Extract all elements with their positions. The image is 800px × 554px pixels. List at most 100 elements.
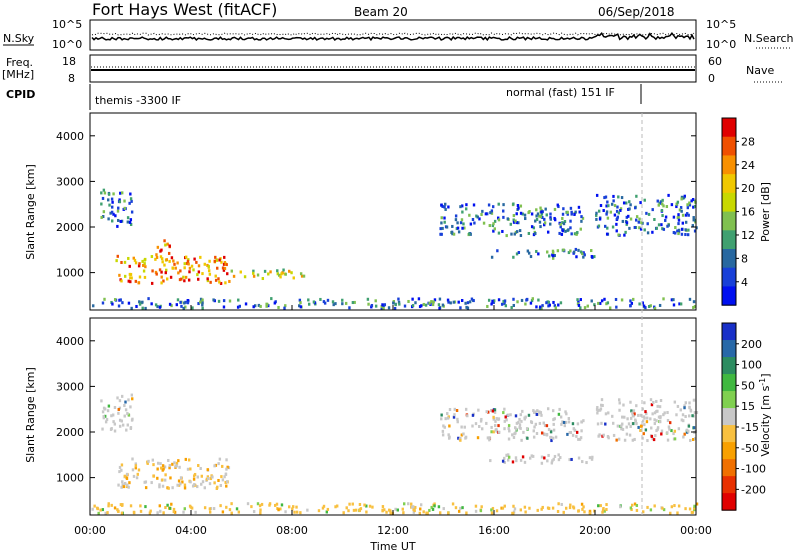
data-cell bbox=[261, 277, 265, 281]
data-cell bbox=[180, 304, 183, 308]
data-cell bbox=[199, 297, 203, 301]
data-cell bbox=[577, 248, 580, 252]
data-cell bbox=[437, 505, 441, 509]
data-cell bbox=[169, 476, 172, 480]
data-cell bbox=[515, 221, 519, 225]
data-cell bbox=[693, 506, 696, 510]
colorbar-swatch bbox=[722, 323, 736, 341]
data-cell bbox=[487, 203, 491, 207]
data-cell bbox=[414, 505, 417, 509]
data-cell bbox=[201, 272, 204, 276]
data-cell bbox=[441, 303, 445, 307]
data-cell bbox=[344, 301, 348, 305]
data-cell bbox=[512, 303, 515, 307]
data-cell bbox=[607, 436, 610, 440]
data-cell bbox=[197, 277, 200, 281]
data-cell bbox=[282, 268, 285, 272]
data-cell bbox=[144, 257, 147, 261]
data-cell bbox=[236, 305, 240, 309]
data-cell bbox=[273, 301, 277, 305]
data-cell bbox=[651, 230, 654, 234]
data-cell bbox=[622, 403, 625, 407]
data-cell bbox=[256, 273, 260, 277]
data-cell bbox=[570, 210, 573, 214]
data-cell bbox=[672, 231, 676, 235]
data-cell bbox=[629, 304, 632, 308]
data-cell bbox=[277, 508, 280, 512]
data-cell bbox=[490, 425, 493, 429]
data-cell bbox=[639, 413, 643, 417]
data-cell bbox=[523, 417, 527, 421]
data-cell bbox=[688, 401, 691, 405]
data-cell bbox=[655, 419, 658, 423]
data-cell bbox=[678, 208, 682, 212]
data-cell bbox=[252, 510, 256, 514]
data-cell bbox=[647, 304, 651, 308]
data-cell bbox=[159, 255, 163, 259]
data-cell bbox=[440, 417, 443, 421]
data-cell bbox=[590, 255, 594, 259]
data-cell bbox=[478, 217, 481, 221]
data-cell bbox=[419, 507, 422, 511]
colorbar-swatch bbox=[722, 459, 736, 477]
data-cell bbox=[621, 427, 625, 431]
data-cell bbox=[368, 504, 372, 508]
data-cell bbox=[180, 277, 183, 281]
data-cell bbox=[424, 303, 428, 307]
data-cell bbox=[144, 480, 148, 484]
data-cell bbox=[457, 436, 460, 440]
data-cell bbox=[224, 472, 228, 476]
data-cell bbox=[619, 505, 622, 509]
data-cell bbox=[422, 510, 425, 514]
data-cell bbox=[561, 221, 564, 225]
data-cell bbox=[502, 299, 505, 303]
data-cell bbox=[487, 298, 491, 302]
data-cell bbox=[381, 303, 384, 307]
data-cell bbox=[497, 298, 501, 302]
date-label: 06/Sep/2018 bbox=[598, 5, 675, 19]
data-cell bbox=[216, 266, 219, 270]
data-cell bbox=[573, 212, 576, 216]
data-cell bbox=[106, 511, 109, 515]
data-cell bbox=[381, 505, 385, 509]
data-cell bbox=[465, 203, 468, 207]
data-cell bbox=[461, 204, 464, 208]
data-cell bbox=[363, 503, 366, 507]
data-cell bbox=[536, 508, 539, 512]
data-cell bbox=[101, 410, 105, 414]
data-cell bbox=[606, 216, 610, 220]
data-cell bbox=[620, 298, 624, 302]
cpid-panel: CPID themis -3300 IF normal (fast) 151 I… bbox=[6, 84, 642, 110]
data-cell bbox=[513, 507, 517, 511]
data-cell bbox=[131, 468, 135, 472]
data-cell bbox=[129, 276, 132, 280]
data-cell bbox=[632, 409, 636, 413]
data-cell bbox=[288, 505, 291, 509]
data-cell bbox=[259, 511, 262, 515]
data-cell bbox=[284, 510, 287, 514]
data-cell bbox=[560, 502, 563, 506]
data-cell bbox=[474, 504, 478, 508]
data-cell bbox=[123, 414, 126, 418]
data-cell bbox=[532, 435, 536, 439]
data-cell bbox=[543, 217, 546, 221]
data-cell bbox=[101, 427, 104, 431]
data-cell bbox=[460, 433, 464, 437]
data-cell bbox=[223, 267, 227, 271]
data-cell bbox=[129, 504, 133, 508]
data-cell bbox=[358, 509, 361, 513]
beam-label: Beam 20 bbox=[354, 5, 408, 19]
data-cell bbox=[639, 227, 643, 231]
data-cell bbox=[629, 416, 633, 420]
data-cell bbox=[104, 420, 108, 424]
data-cell bbox=[468, 300, 472, 304]
plot-title: Fort Hays West (fitACF) bbox=[92, 0, 277, 19]
data-cell bbox=[154, 303, 158, 307]
data-cell bbox=[173, 461, 176, 465]
data-cell bbox=[687, 213, 690, 217]
data-cell bbox=[564, 410, 567, 414]
data-cell bbox=[101, 301, 105, 305]
data-cell bbox=[147, 459, 150, 463]
data-cell bbox=[537, 252, 540, 256]
